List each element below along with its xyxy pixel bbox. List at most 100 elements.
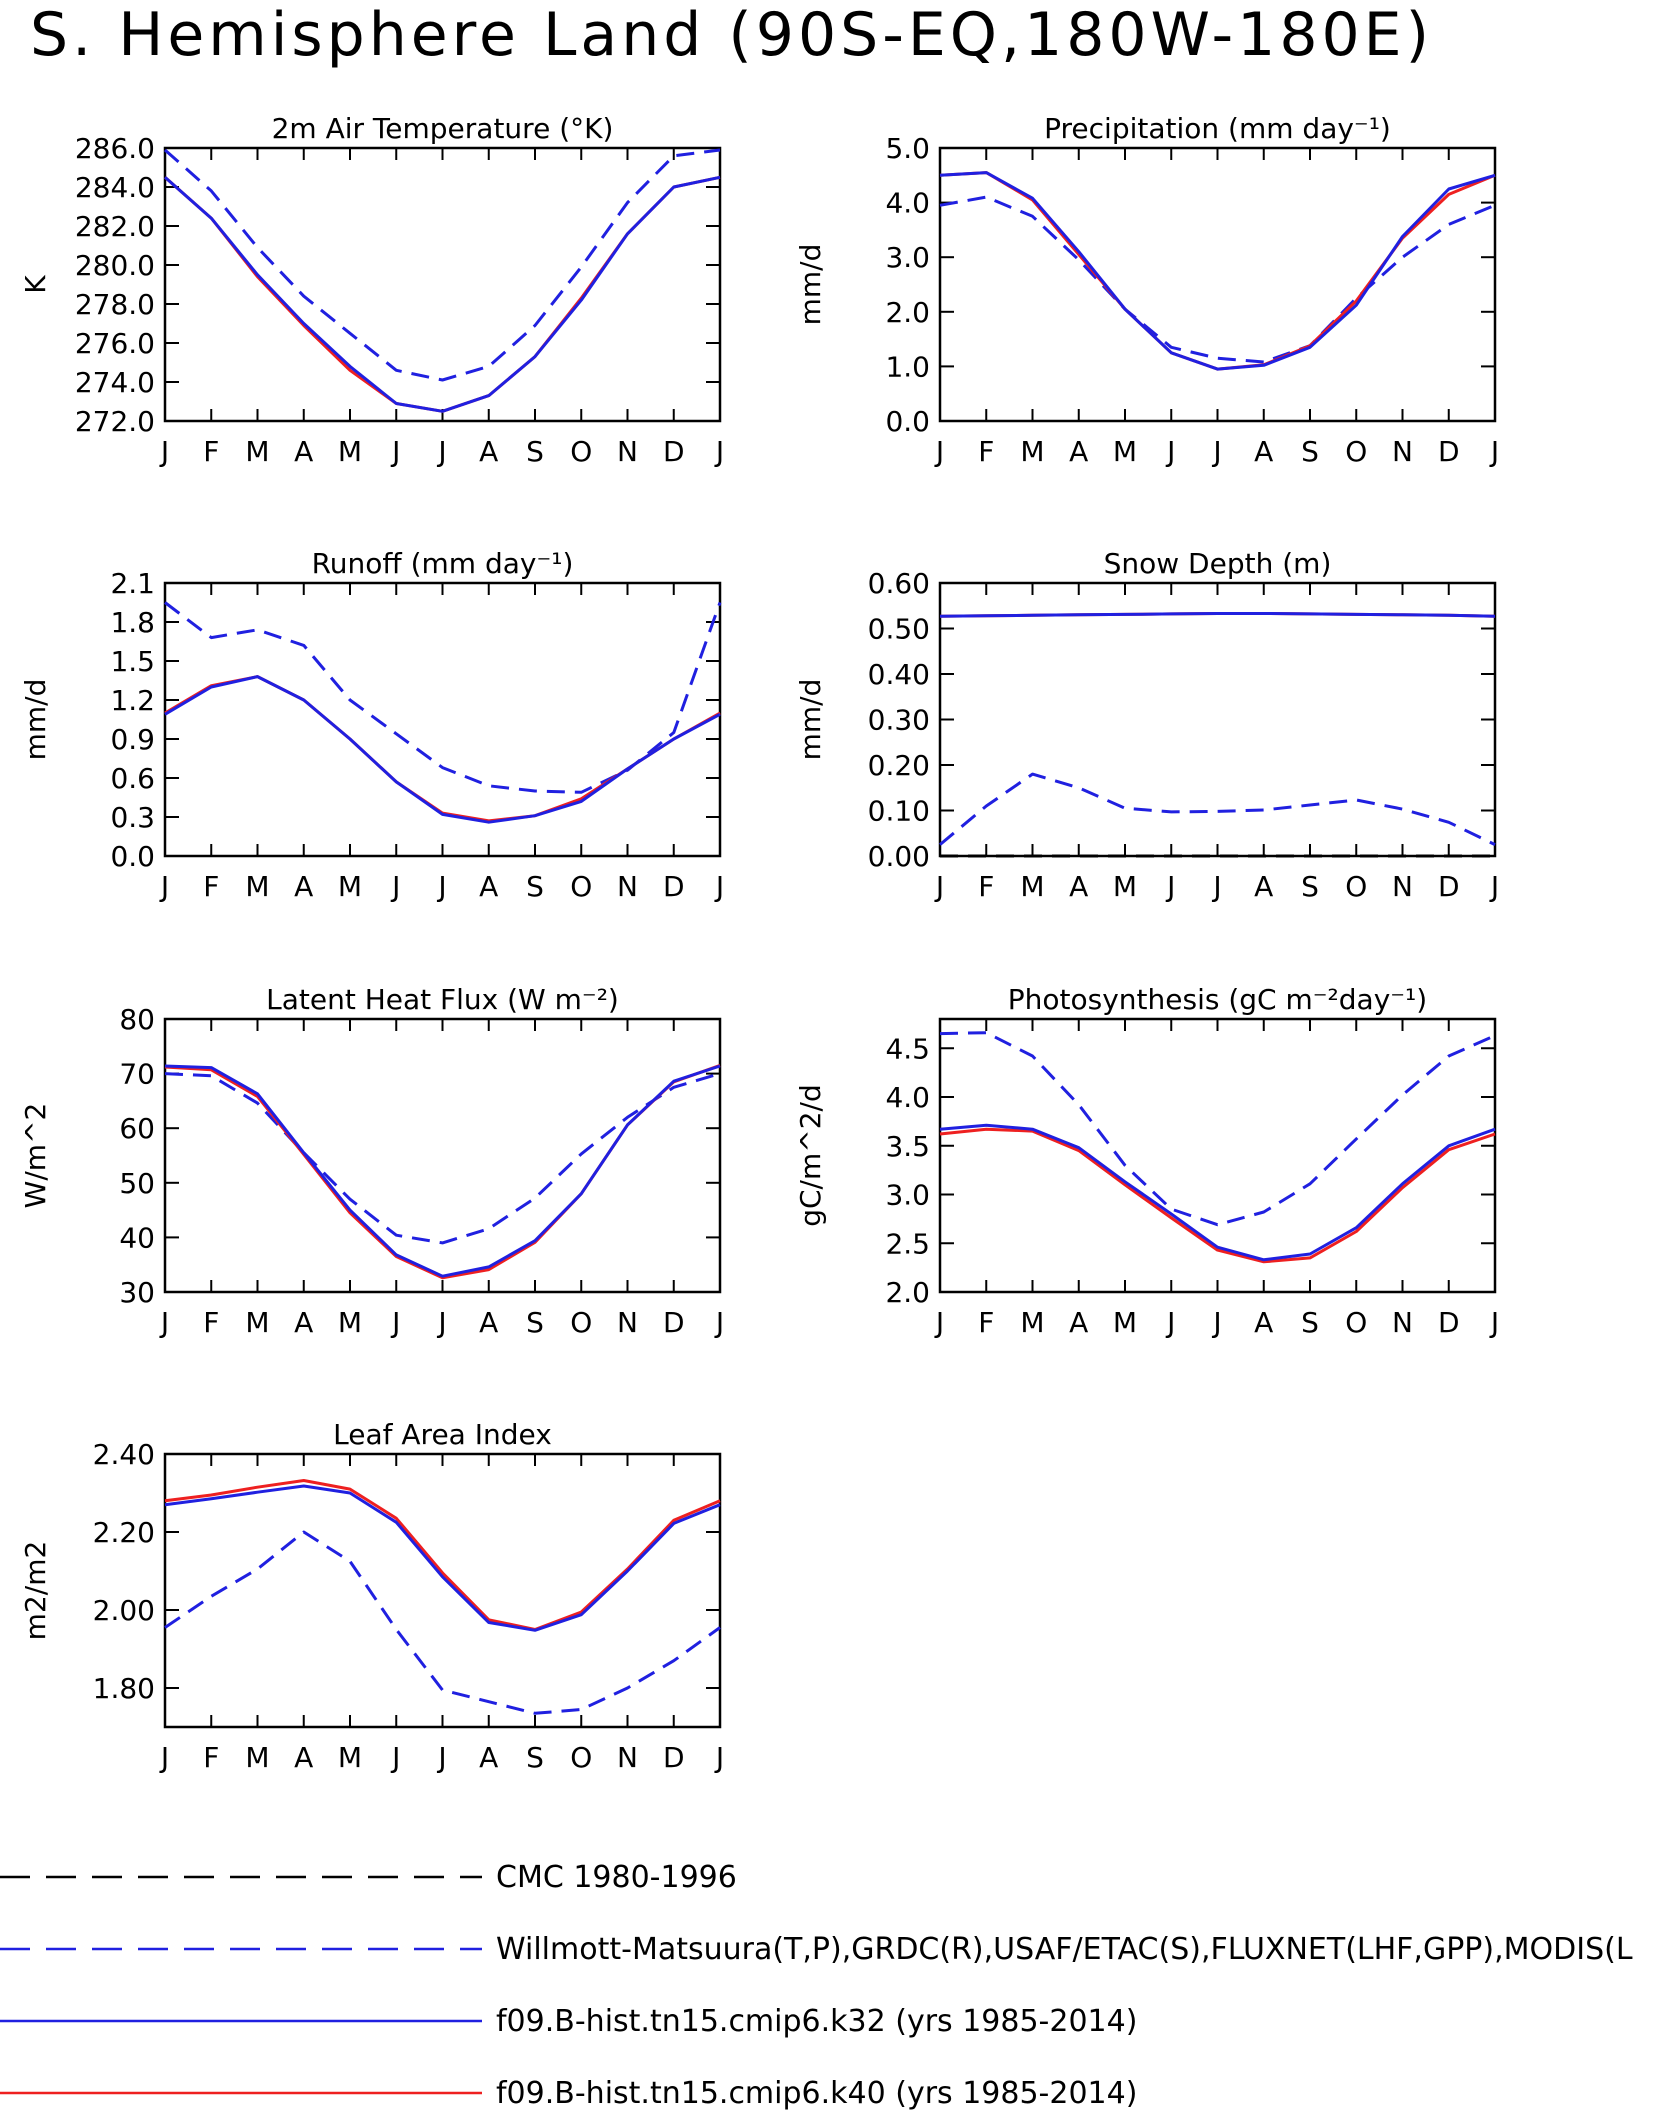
y-tick-label: 1.5 <box>110 645 155 678</box>
x-tick-label: M <box>1113 1306 1137 1339</box>
x-tick-label: J <box>934 1306 944 1339</box>
chart-panel-5: Latent Heat Flux (W m⁻²)W/m^2J F M A M J J A S O N… <box>19 983 724 1339</box>
series-line-3 <box>164 1064 721 1278</box>
y-tick-label: 50 <box>119 1167 155 1200</box>
x-tick-label: J <box>1165 435 1175 468</box>
panel-title: Photosynthesis (gC m⁻²day⁻¹) <box>1008 983 1427 1016</box>
x-tick-label: J <box>390 1306 400 1339</box>
y-tick-label: 0.10 <box>868 795 930 828</box>
x-tick-label: F <box>978 435 994 468</box>
plot-frame <box>163 1017 722 1294</box>
x-tick-label: M <box>338 1306 362 1339</box>
x-tick-label: J <box>1211 870 1221 903</box>
x-tick-label: M <box>338 870 362 903</box>
figure-title: S. Hemisphere Land (90S-EQ,180W-180E) <box>30 0 1433 70</box>
y-tick-label: 1.8 <box>110 606 155 639</box>
y-tick-label: 0.60 <box>868 567 930 600</box>
x-tick-label: N <box>617 1306 638 1339</box>
y-tick-label: 280.0 <box>75 249 155 282</box>
x-tick-label: M <box>245 870 269 903</box>
y-tick-label: 1.2 <box>110 684 155 717</box>
y-tick-label: 0.0 <box>110 840 155 873</box>
panels: 2m Air Temperature (°K)KJ F M A M J J A S O N D J272… <box>19 112 1499 1774</box>
series-line-3 <box>939 171 1496 371</box>
x-tick-label: J <box>390 870 400 903</box>
x-tick-label: A <box>479 1306 498 1339</box>
x-tick-label: J <box>934 435 944 468</box>
x-tick-label: J <box>1489 435 1499 468</box>
series-line-3 <box>164 675 721 824</box>
x-tick-label: J <box>1165 1306 1175 1339</box>
x-tick-label: N <box>617 435 638 468</box>
y-tick-label: 4.0 <box>885 187 930 220</box>
y-axis-label: gC/m^2/d <box>794 1084 827 1227</box>
x-tick-label: N <box>1392 435 1413 468</box>
x-tick-label: D <box>663 1741 685 1774</box>
y-axis-label: mm/d <box>19 679 52 761</box>
y-tick-label: 40 <box>119 1221 155 1254</box>
x-tick-label: A <box>1254 435 1273 468</box>
x-tick-label: A <box>479 870 498 903</box>
panel-title: Latent Heat Flux (W m⁻²) <box>266 983 619 1016</box>
x-tick-label: J <box>436 435 446 468</box>
x-tick-label: J <box>1489 1306 1499 1339</box>
panel-title: Runoff (mm day⁻¹) <box>312 547 574 580</box>
x-tick-label: M <box>338 1741 362 1774</box>
y-tick-label: 80 <box>119 1003 155 1036</box>
y-tick-label: 276.0 <box>75 327 155 360</box>
x-tick-label: M <box>245 1741 269 1774</box>
x-tick-label: J <box>714 870 724 903</box>
x-tick-label: D <box>663 870 685 903</box>
x-tick-label: M <box>338 435 362 468</box>
x-tick-label: J <box>714 1306 724 1339</box>
y-axis-label: mm/d <box>794 244 827 326</box>
x-tick-label: J <box>159 1306 169 1339</box>
legend-label-2: Willmott-Matsuura(T,P),GRDC(R),USAF/ETAC… <box>496 1932 1633 1967</box>
x-tick-label: F <box>203 435 219 468</box>
chart-panel-2: Precipitation (mm day⁻¹)mm/dJ F M A M J J A S O N D… <box>794 112 1499 468</box>
series-line-2 <box>939 171 1496 371</box>
y-tick-label: 282.0 <box>75 210 155 243</box>
y-tick-label: 272.0 <box>75 405 155 438</box>
x-tick-label: S <box>526 1306 544 1339</box>
legend: CMC 1980-1996 Willmott-Matsuura(T,P),GRDC… <box>0 1860 1633 2111</box>
y-tick-label: 0.9 <box>110 723 155 756</box>
series-line-3 <box>939 1123 1496 1262</box>
plot-frame <box>938 146 1497 423</box>
y-tick-label: 278.0 <box>75 288 155 321</box>
x-tick-label: N <box>617 1741 638 1774</box>
y-tick-label: 4.5 <box>885 1032 930 1065</box>
y-tick-label: 0.00 <box>868 840 930 873</box>
x-tick-label: A <box>1254 870 1273 903</box>
legend-label-1: CMC 1980-1996 <box>496 1860 737 1895</box>
x-tick-label: J <box>1165 870 1175 903</box>
x-tick-label: S <box>526 1741 544 1774</box>
x-tick-label: F <box>203 1306 219 1339</box>
x-tick-label: A <box>1069 435 1088 468</box>
y-tick-label: 3.0 <box>885 241 930 274</box>
y-tick-label: 2.0 <box>885 296 930 329</box>
x-tick-label: O <box>1345 435 1367 468</box>
y-tick-label: 0.0 <box>885 405 930 438</box>
x-tick-label: A <box>1069 1306 1088 1339</box>
x-tick-label: J <box>159 1741 169 1774</box>
x-tick-label: J <box>714 435 724 468</box>
y-tick-label: 284.0 <box>75 171 155 204</box>
x-tick-label: N <box>1392 1306 1413 1339</box>
y-tick-label: 0.50 <box>868 613 930 646</box>
y-tick-label: 5.0 <box>885 132 930 165</box>
series-line-2 <box>164 175 721 413</box>
x-tick-label: A <box>1254 1306 1273 1339</box>
panel-title: Snow Depth (m) <box>1104 547 1332 580</box>
series-line-2 <box>939 772 1496 846</box>
x-tick-label: A <box>294 870 313 903</box>
x-tick-label: J <box>436 1741 446 1774</box>
y-tick-label: 2.5 <box>885 1227 930 1260</box>
x-tick-label: S <box>526 435 544 468</box>
y-axis-label: W/m^2 <box>19 1103 52 1209</box>
y-tick-label: 1.0 <box>885 350 930 383</box>
y-axis-label: K <box>19 275 52 294</box>
x-tick-label: S <box>1301 435 1319 468</box>
y-tick-label: 2.40 <box>93 1438 155 1471</box>
